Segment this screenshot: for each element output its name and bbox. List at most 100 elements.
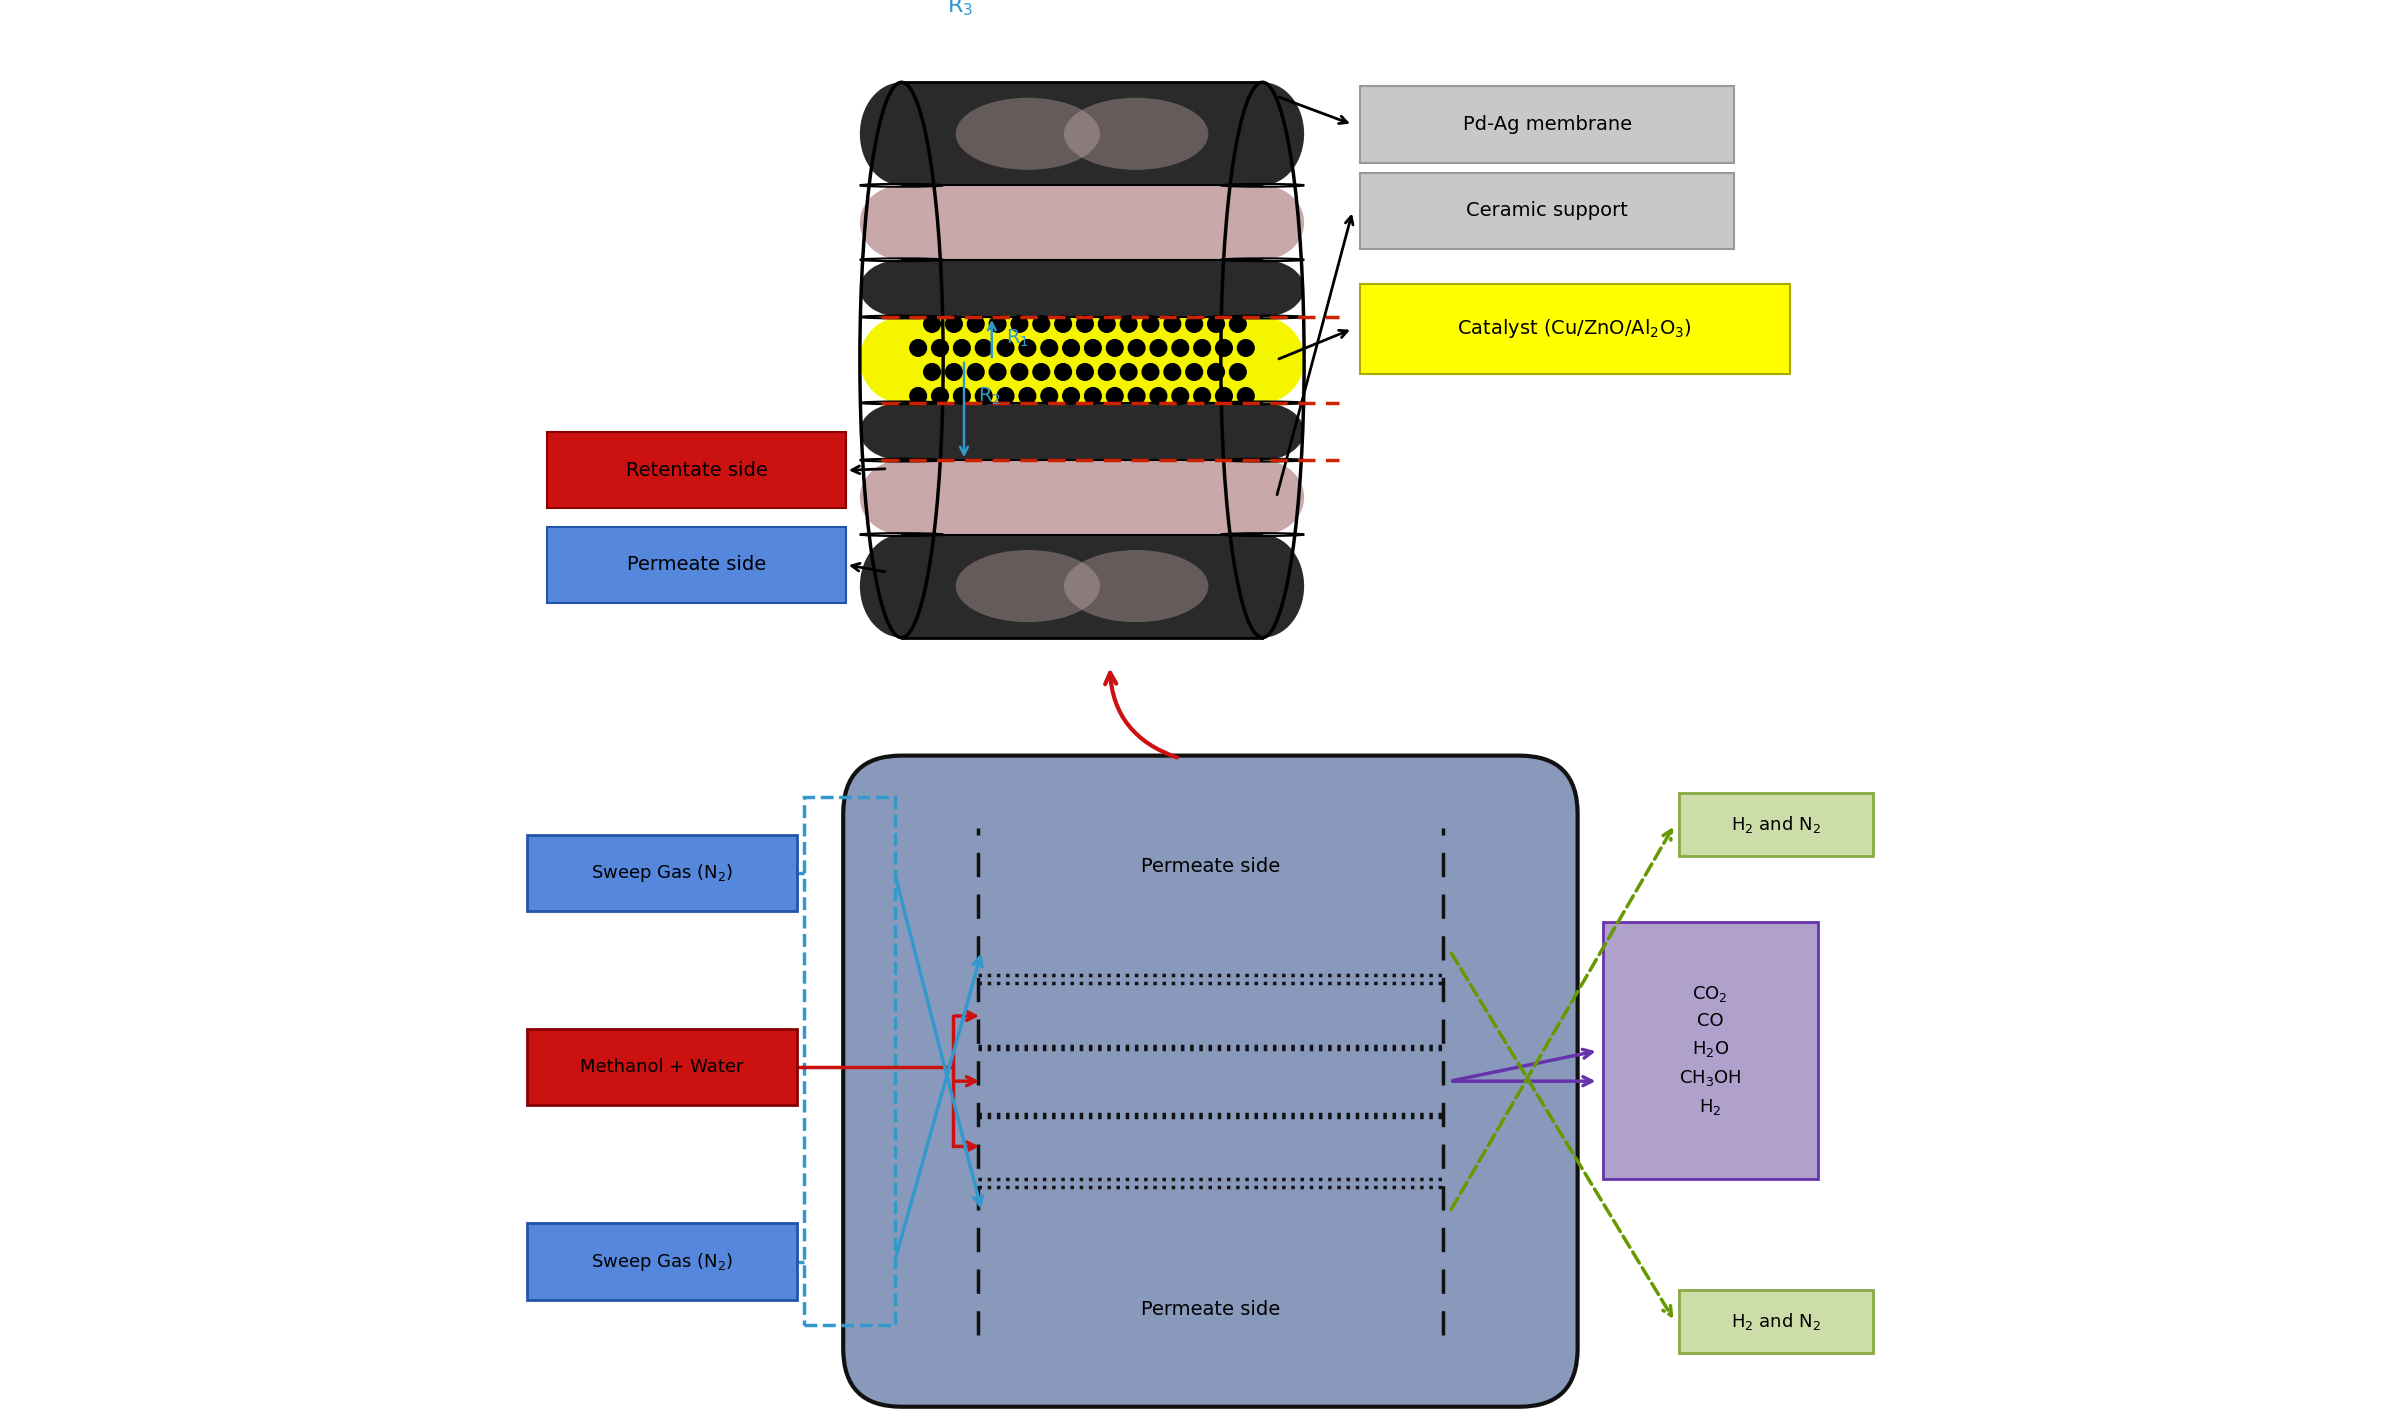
- Ellipse shape: [859, 185, 943, 260]
- Circle shape: [910, 388, 926, 404]
- Circle shape: [1078, 364, 1094, 380]
- Circle shape: [1078, 316, 1094, 333]
- Circle shape: [1121, 316, 1138, 333]
- Circle shape: [1085, 388, 1102, 404]
- Bar: [1680, 1290, 1874, 1352]
- Text: H$_2$ and N$_2$: H$_2$ and N$_2$: [1730, 813, 1822, 835]
- Bar: [1361, 172, 1735, 249]
- Circle shape: [1142, 316, 1159, 333]
- Circle shape: [1193, 340, 1210, 357]
- Circle shape: [967, 364, 984, 380]
- Bar: [1680, 793, 1874, 856]
- Circle shape: [1054, 316, 1070, 333]
- Circle shape: [1010, 364, 1027, 380]
- Ellipse shape: [859, 535, 943, 637]
- Ellipse shape: [1222, 402, 1303, 461]
- Ellipse shape: [1222, 535, 1303, 637]
- Text: Retentate side: Retentate side: [626, 461, 768, 479]
- Circle shape: [953, 388, 970, 404]
- Circle shape: [931, 340, 948, 357]
- Circle shape: [1238, 388, 1255, 404]
- Bar: [526, 1030, 797, 1105]
- Circle shape: [1186, 316, 1202, 333]
- Circle shape: [1128, 388, 1145, 404]
- Text: Ceramic support: Ceramic support: [1466, 201, 1627, 220]
- Circle shape: [1085, 340, 1102, 357]
- Circle shape: [1054, 364, 1070, 380]
- Circle shape: [989, 364, 1006, 380]
- Circle shape: [1217, 388, 1231, 404]
- Ellipse shape: [859, 260, 943, 317]
- Circle shape: [998, 388, 1013, 404]
- Bar: [902, 461, 1262, 535]
- Text: Permeate side: Permeate side: [1140, 857, 1279, 876]
- Bar: [902, 317, 1262, 402]
- Circle shape: [1186, 364, 1202, 380]
- FancyBboxPatch shape: [842, 755, 1577, 1406]
- Circle shape: [1121, 364, 1138, 380]
- Text: Pd-Ag membrane: Pd-Ag membrane: [1462, 115, 1632, 134]
- Ellipse shape: [859, 402, 943, 461]
- Circle shape: [953, 340, 970, 357]
- Circle shape: [1099, 316, 1116, 333]
- Circle shape: [1106, 388, 1123, 404]
- Circle shape: [1150, 340, 1166, 357]
- Text: H$_2$ and N$_2$: H$_2$ and N$_2$: [1730, 1311, 1822, 1332]
- Circle shape: [946, 364, 962, 380]
- Circle shape: [1164, 316, 1181, 333]
- Ellipse shape: [859, 317, 943, 402]
- Text: CO$_2$
CO
H$_2$O
CH$_3$OH
H$_2$: CO$_2$ CO H$_2$O CH$_3$OH H$_2$: [1680, 984, 1742, 1118]
- Circle shape: [1229, 316, 1246, 333]
- Text: Permeate side: Permeate side: [1140, 1300, 1279, 1320]
- Circle shape: [989, 316, 1006, 333]
- Bar: [902, 535, 1262, 637]
- Ellipse shape: [1222, 461, 1303, 535]
- Ellipse shape: [1222, 82, 1303, 185]
- Ellipse shape: [859, 82, 943, 185]
- Bar: [1361, 87, 1735, 162]
- Text: Catalyst (Cu/ZnO/Al$_2$O$_3$): Catalyst (Cu/ZnO/Al$_2$O$_3$): [1457, 317, 1692, 340]
- Ellipse shape: [955, 98, 1099, 169]
- Circle shape: [1020, 340, 1037, 357]
- Ellipse shape: [1222, 185, 1303, 260]
- Ellipse shape: [1222, 260, 1303, 317]
- Bar: [547, 432, 845, 509]
- Text: Methanol + Water: Methanol + Water: [581, 1058, 744, 1076]
- Circle shape: [1142, 364, 1159, 380]
- Circle shape: [1128, 340, 1145, 357]
- Circle shape: [1207, 316, 1224, 333]
- Circle shape: [910, 340, 926, 357]
- Circle shape: [1063, 388, 1080, 404]
- Bar: [526, 1223, 797, 1300]
- Circle shape: [924, 364, 941, 380]
- Circle shape: [1164, 364, 1181, 380]
- Bar: [902, 260, 1262, 317]
- Circle shape: [998, 340, 1013, 357]
- Circle shape: [1042, 340, 1058, 357]
- Ellipse shape: [1222, 317, 1303, 402]
- Ellipse shape: [1063, 550, 1207, 623]
- Bar: [1361, 283, 1790, 374]
- Text: R$_1$: R$_1$: [1006, 328, 1030, 350]
- Circle shape: [974, 340, 991, 357]
- Circle shape: [1193, 388, 1210, 404]
- Circle shape: [931, 388, 948, 404]
- Circle shape: [974, 388, 991, 404]
- Circle shape: [1010, 316, 1027, 333]
- Circle shape: [924, 316, 941, 333]
- Circle shape: [1042, 388, 1058, 404]
- Circle shape: [1238, 340, 1255, 357]
- Text: R$_2$: R$_2$: [977, 385, 1001, 407]
- Ellipse shape: [1063, 98, 1207, 169]
- Bar: [902, 82, 1262, 185]
- Text: R$_3$: R$_3$: [948, 0, 974, 17]
- Bar: [902, 402, 1262, 461]
- Circle shape: [946, 316, 962, 333]
- Circle shape: [1020, 388, 1037, 404]
- Bar: [804, 798, 895, 1325]
- Circle shape: [1207, 364, 1224, 380]
- Circle shape: [967, 316, 984, 333]
- Text: Sweep Gas (N$_2$): Sweep Gas (N$_2$): [590, 862, 732, 884]
- Circle shape: [1032, 364, 1049, 380]
- Bar: [526, 835, 797, 912]
